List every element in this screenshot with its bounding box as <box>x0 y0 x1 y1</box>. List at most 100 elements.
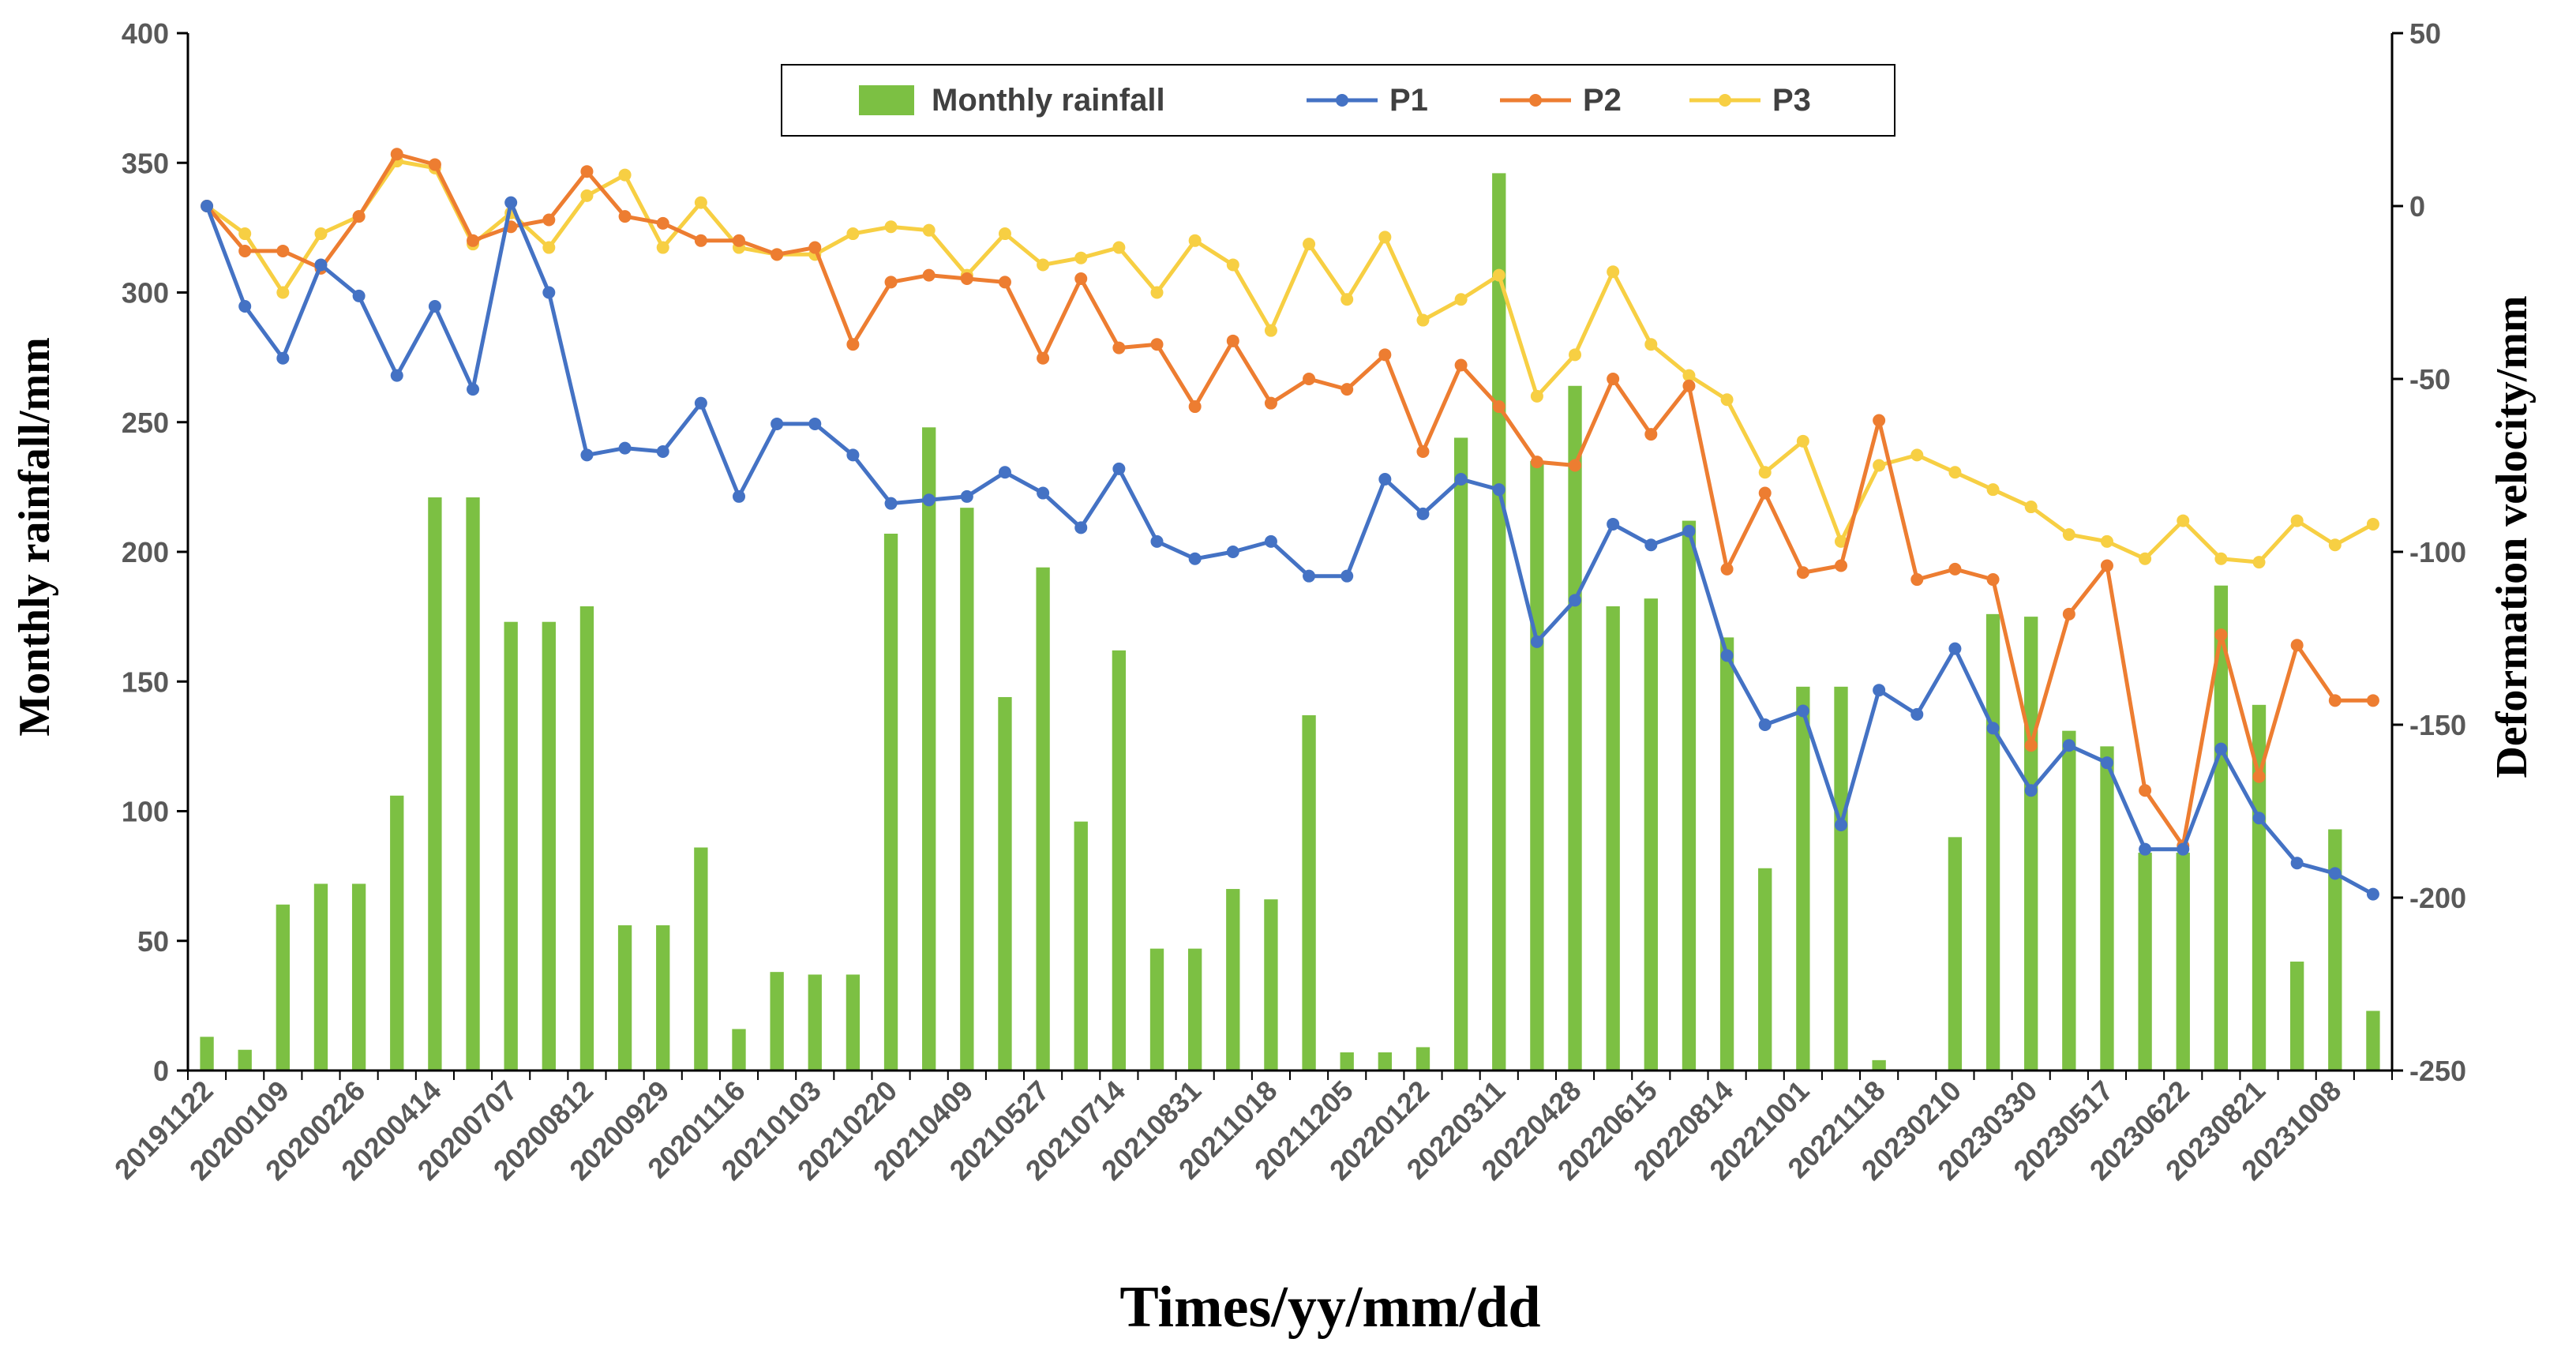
point-p1 <box>2062 739 2075 752</box>
point-p1 <box>1378 473 1392 486</box>
point-p1 <box>1416 507 1430 520</box>
point-p2 <box>352 210 366 223</box>
y2-tick-label: -50 <box>2409 363 2450 396</box>
rainfall-bar <box>998 696 1012 1071</box>
point-p2 <box>1644 428 1658 441</box>
rainfall-bar <box>617 925 632 1071</box>
point-p1 <box>390 369 403 382</box>
point-p3 <box>1188 234 1202 247</box>
rainfall-bar <box>1834 686 1848 1071</box>
point-p2 <box>2214 628 2228 642</box>
legend-rainfall-swatch <box>859 85 914 115</box>
rainfall-bar <box>2100 746 2114 1071</box>
y2-axis-title: Deformation velocity/mm <box>2488 295 2537 778</box>
rainfall-bar <box>1264 899 1278 1071</box>
point-p2 <box>1150 338 1164 351</box>
point-p3 <box>1074 251 1088 264</box>
point-p1 <box>2024 784 2038 797</box>
point-p1 <box>352 289 366 302</box>
point-p2 <box>1378 348 1392 362</box>
point-p2 <box>580 165 594 178</box>
point-p1 <box>998 466 1011 479</box>
point-p1 <box>2366 887 2379 901</box>
point-p2 <box>1607 373 1620 385</box>
y-axis-title: Monthly rainfall/mm <box>10 337 59 737</box>
rainfall-bar <box>390 795 404 1071</box>
legend-p1-label: P1 <box>1389 83 1428 118</box>
point-p3 <box>1226 258 1239 272</box>
point-p1 <box>1037 486 1050 500</box>
point-p2 <box>1303 373 1316 385</box>
point-p1 <box>1226 546 1239 558</box>
point-p2 <box>2366 694 2379 707</box>
rainfall-bar <box>1644 598 1658 1071</box>
y-tick-label: 200 <box>122 536 169 568</box>
point-p3 <box>542 241 556 254</box>
point-p3 <box>1264 324 1277 337</box>
y2-tick-label: -100 <box>2409 536 2466 568</box>
y-tick-label: 400 <box>122 17 169 50</box>
point-p1 <box>201 200 214 212</box>
point-p1 <box>2252 812 2266 825</box>
point-p3 <box>1378 231 1392 244</box>
point-p3 <box>1150 286 1164 299</box>
point-p3 <box>884 220 898 234</box>
point-p2 <box>998 276 1011 289</box>
point-p1 <box>467 383 480 396</box>
point-p2 <box>1454 358 1468 372</box>
point-p3 <box>1530 389 1543 403</box>
point-p3 <box>580 189 594 202</box>
point-p3 <box>1873 459 1886 472</box>
rainfall-bar <box>466 497 480 1071</box>
point-p3 <box>998 227 1011 241</box>
series-line-p1 <box>204 201 2375 896</box>
point-p2 <box>808 241 822 254</box>
point-p3 <box>2139 552 2152 565</box>
point-p2 <box>1720 562 1734 576</box>
point-p3 <box>1644 338 1658 351</box>
point-p3 <box>1986 483 2000 497</box>
rainfall-bar <box>2289 962 2304 1071</box>
y-tick-label: 100 <box>122 796 169 828</box>
left-axis-ticks: 0 50 100 150 200 250 300 350 400 <box>122 17 188 1087</box>
rainfall-bar <box>1302 714 1316 1071</box>
point-p3 <box>694 196 707 209</box>
point-p3 <box>2024 501 2038 514</box>
rainfall-bar <box>1074 821 1088 1071</box>
point-p3 <box>1112 241 1126 254</box>
y-tick-label: 50 <box>137 925 169 958</box>
point-p2 <box>1948 562 1962 576</box>
rainfall-bar <box>1719 637 1734 1071</box>
point-p2 <box>542 213 556 227</box>
point-p2 <box>1416 444 1430 458</box>
point-p3 <box>1682 369 1696 382</box>
point-p2 <box>694 234 707 247</box>
point-p2 <box>2024 739 2038 752</box>
legend-p2-label: P2 <box>1583 83 1622 118</box>
point-p2 <box>238 244 252 257</box>
point-p2 <box>1492 400 1505 414</box>
point-p2 <box>1188 400 1202 414</box>
rainfall-bar <box>1149 948 1164 1071</box>
y-tick-label: 350 <box>122 147 169 179</box>
rainfall-bar <box>2176 853 2190 1071</box>
rainfall-bar <box>1415 1047 1430 1071</box>
point-p3 <box>1796 434 1809 448</box>
legend-p1-marker <box>1336 94 1348 107</box>
point-p2 <box>1796 566 1809 579</box>
rainfall-bar <box>808 974 822 1071</box>
point-p3 <box>1416 313 1430 327</box>
point-p1 <box>1948 642 1962 655</box>
point-p3 <box>2177 514 2190 527</box>
point-p3 <box>922 223 936 237</box>
rainfall-bar <box>1530 461 1544 1071</box>
x-axis-title: Times/yy/mm/dd <box>1119 1275 1540 1340</box>
point-p2 <box>1986 573 2000 587</box>
point-p1 <box>1682 524 1696 538</box>
point-p3 <box>2290 514 2304 527</box>
rainfall-bar <box>1112 650 1127 1071</box>
y2-tick-label: -150 <box>2409 709 2466 741</box>
point-p3 <box>2252 556 2266 569</box>
rainfall-bar <box>1948 837 1963 1071</box>
